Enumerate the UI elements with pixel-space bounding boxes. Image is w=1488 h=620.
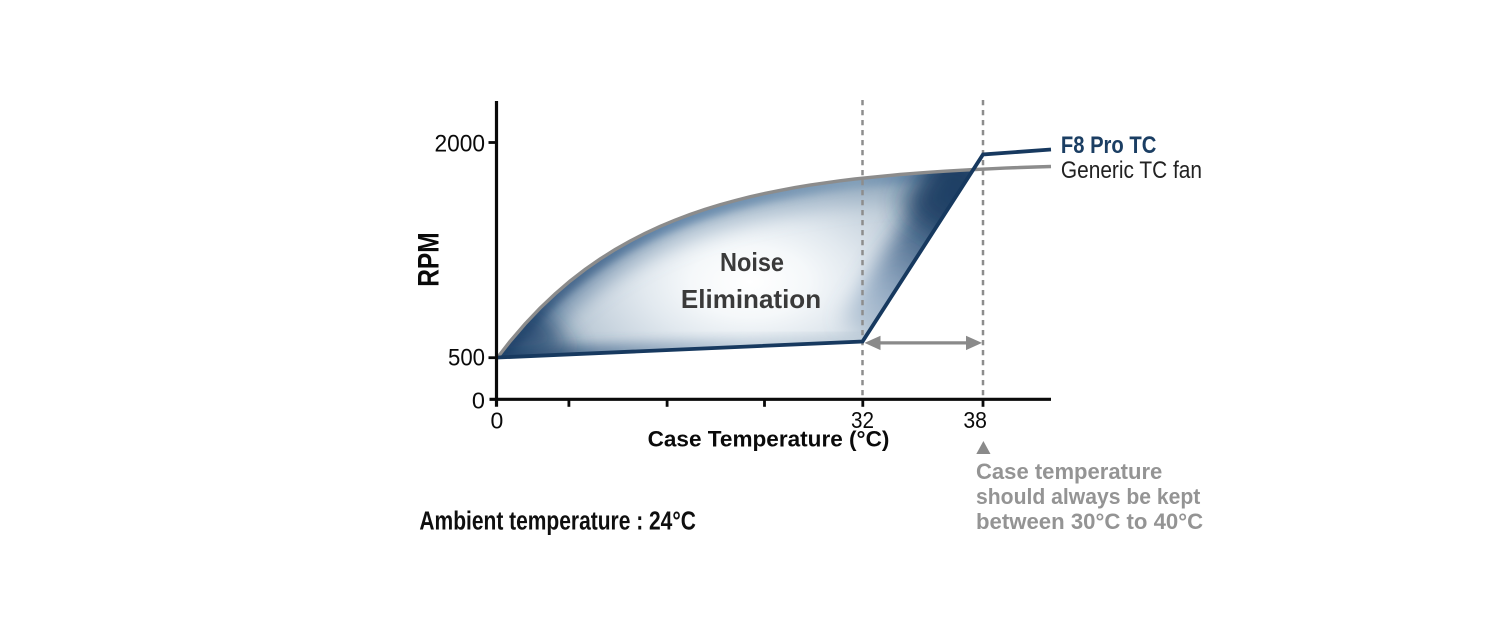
- svg-text:2000: 2000: [435, 131, 486, 158]
- svg-text:32: 32: [851, 407, 874, 433]
- svg-text:0: 0: [491, 408, 504, 434]
- svg-text:Ambient temperature : 24°C: Ambient temperature : 24°C: [419, 507, 696, 535]
- svg-text:Generic TC fan: Generic TC fan: [1061, 157, 1202, 184]
- svg-text:RPM: RPM: [412, 232, 445, 286]
- svg-text:38: 38: [963, 407, 987, 433]
- svg-text:Case Temperature (°C): Case Temperature (°C): [648, 427, 890, 452]
- svg-text:should always be kept: should always be kept: [976, 484, 1201, 509]
- svg-text:500: 500: [448, 345, 485, 372]
- svg-text:0: 0: [472, 387, 485, 413]
- svg-text:Case temperature: Case temperature: [976, 459, 1162, 484]
- svg-text:Elimination: Elimination: [681, 284, 821, 314]
- svg-text:Noise: Noise: [720, 247, 784, 277]
- svg-text:F8 Pro TC: F8 Pro TC: [1061, 132, 1156, 159]
- svg-text:between 30°C to 40°C: between 30°C to 40°C: [976, 509, 1203, 534]
